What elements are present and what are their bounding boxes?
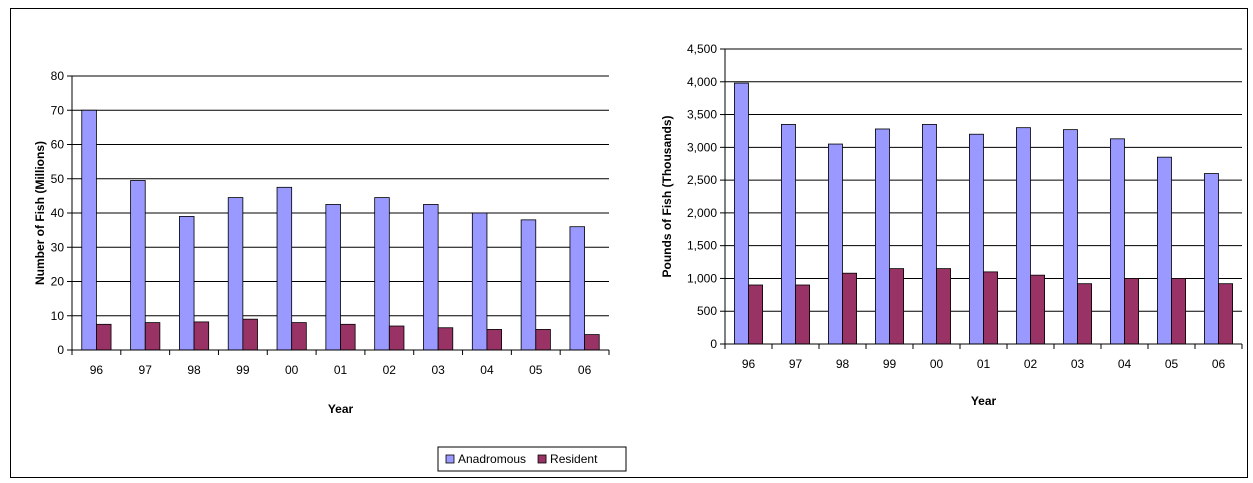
x-tick-label: 02	[383, 363, 397, 377]
x-tick-label: 96	[742, 357, 756, 371]
bar-anadromous	[734, 82, 749, 345]
x-tick-label: 01	[334, 363, 348, 377]
x-tick-label: 99	[236, 363, 250, 377]
bar-anadromous	[922, 123, 937, 345]
x-tick-label: 05	[1165, 357, 1179, 371]
bar-resident	[1124, 278, 1140, 345]
x-axis-title: Year	[328, 402, 354, 416]
bar-resident	[1077, 283, 1093, 345]
bar-resident	[842, 272, 858, 345]
bar-resident	[889, 268, 905, 345]
bar-resident	[96, 323, 112, 351]
bar-resident	[584, 334, 600, 351]
bar-anadromous	[781, 123, 796, 345]
y-tick-label: 3,500	[687, 108, 717, 122]
y-tick-label: 1,000	[687, 271, 717, 285]
bar-resident	[340, 323, 356, 351]
y-axis-title: Number of Fish (Millions)	[33, 141, 47, 285]
bar-anadromous	[1157, 156, 1172, 345]
x-tick-label: 97	[789, 357, 803, 371]
x-tick-label: 06	[578, 363, 592, 377]
bar-resident	[144, 322, 161, 351]
y-tick-label: 1,500	[687, 239, 717, 253]
y-tick-label: 500	[697, 304, 717, 318]
x-tick-label: 98	[187, 363, 201, 377]
y-tick-label: 4,000	[687, 75, 717, 89]
bar-resident	[1218, 283, 1234, 345]
x-tick-label: 96	[90, 363, 104, 377]
bar-resident	[535, 329, 551, 351]
bar-anadromous	[1204, 173, 1219, 345]
bar-anadromous	[130, 180, 146, 351]
bar-anadromous	[276, 186, 293, 351]
y-tick-label: 3,000	[687, 140, 717, 154]
bar-anadromous	[227, 197, 244, 351]
bar-anadromous	[325, 204, 341, 351]
bar-resident	[291, 322, 307, 351]
legend-label-resident: Resident	[550, 452, 598, 466]
y-axis-title: Pounds of Fish (Thousands)	[660, 116, 674, 278]
bar-anadromous	[1016, 127, 1031, 345]
bar-resident	[748, 284, 764, 345]
bar-anadromous	[875, 128, 890, 345]
y-tick-label: 20	[51, 275, 65, 289]
x-tick-label: 04	[1118, 357, 1132, 371]
x-tick-label: 02	[1024, 357, 1038, 371]
bar-anadromous	[569, 226, 585, 351]
x-tick-label: 05	[529, 363, 543, 377]
bar-resident	[795, 284, 811, 345]
y-tick-label: 60	[51, 138, 65, 152]
x-tick-label: 03	[1071, 357, 1085, 371]
y-tick-label: 2,000	[687, 206, 717, 220]
bar-resident	[242, 318, 258, 351]
chart-2: 05001,0001,5002,0002,5003,0003,5004,0004…	[660, 42, 1243, 408]
x-tick-label: 98	[836, 357, 850, 371]
legend-box	[437, 446, 627, 472]
legend-swatch-resident	[537, 454, 547, 464]
x-axis-title: Year	[971, 394, 997, 408]
bar-anadromous	[969, 133, 984, 345]
bar-resident	[388, 325, 405, 351]
figure-frame: 0 10 20 30 40 50 60 70 80 96 97 98 99 00 01 02 03 04 05 06 Y…	[10, 8, 1248, 478]
y-tick-label: 50	[51, 172, 65, 186]
y-tick-label: 2,500	[687, 173, 717, 187]
y-tick-label: 0	[57, 343, 64, 357]
y-tick-label: 40	[51, 206, 65, 220]
y-tick-label: 4,500	[687, 42, 717, 56]
bar-resident	[1030, 274, 1046, 345]
bar-resident	[437, 327, 454, 351]
x-tick-label: 97	[139, 363, 153, 377]
legend: Anadromous Resident	[437, 446, 627, 472]
bar-anadromous	[374, 197, 390, 351]
bar-anadromous	[471, 212, 488, 351]
x-tick-label: 99	[883, 357, 897, 371]
bar-anadromous	[178, 216, 195, 351]
chart-1: 0 10 20 30 40 50 60 70 80 96 97 98 99 00 01 02 03 04 05 06 Y…	[33, 69, 610, 416]
legend-label-anadromous: Anadromous	[458, 452, 526, 466]
bar-anadromous	[1110, 138, 1125, 345]
bar-resident	[983, 271, 999, 345]
bar-resident	[486, 329, 503, 351]
bar-anadromous	[81, 109, 97, 351]
y-tick-label: 0	[710, 337, 717, 351]
y-tick-label: 70	[51, 103, 65, 117]
y-tick-label: 30	[51, 240, 65, 254]
bar-anadromous	[520, 219, 537, 351]
x-tick-label: 01	[977, 357, 991, 371]
x-tick-label: 00	[930, 357, 944, 371]
bar-anadromous	[1063, 129, 1078, 345]
bar-anadromous	[828, 143, 843, 345]
x-tick-label: 06	[1212, 357, 1226, 371]
y-tick-label: 80	[51, 69, 65, 83]
y-tick-label: 10	[51, 309, 65, 323]
legend-swatch-anadromous	[445, 454, 455, 464]
x-tick-label: 03	[431, 363, 445, 377]
bar-resident	[936, 268, 952, 345]
x-tick-label: 04	[480, 363, 494, 377]
bar-resident	[193, 321, 210, 351]
x-tick-label: 00	[285, 363, 299, 377]
bar-anadromous	[423, 204, 439, 351]
bar-resident	[1171, 278, 1187, 345]
